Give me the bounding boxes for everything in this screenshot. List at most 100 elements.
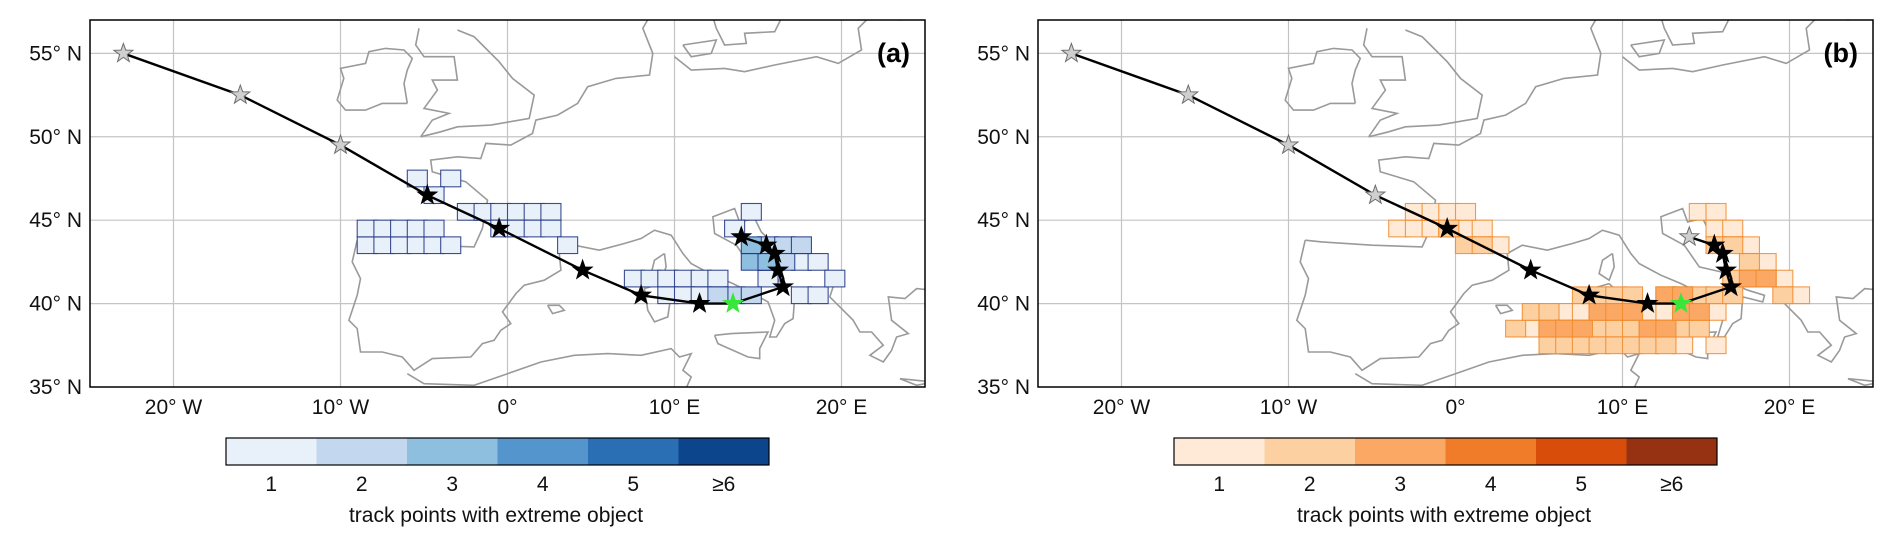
region-cell bbox=[540, 202, 562, 221]
track-point-star bbox=[1519, 258, 1542, 280]
coastline-segment bbox=[1660, 20, 1730, 46]
coastline-segment bbox=[712, 20, 782, 46]
lat-tick-label: 40° N bbox=[29, 293, 82, 316]
lat-tick-label: 50° N bbox=[29, 126, 82, 149]
colorbar-tick-label: 4 bbox=[537, 473, 549, 496]
region-cell bbox=[1772, 286, 1794, 305]
region-cell bbox=[824, 269, 846, 288]
coastline-segment bbox=[420, 29, 536, 138]
region-cell bbox=[1505, 319, 1527, 338]
coastline-segment bbox=[336, 47, 414, 111]
colorbar-b: 1 2 3 4 5 ≥6 bbox=[1173, 437, 1718, 496]
region-cell bbox=[1655, 336, 1677, 355]
colorbar-segment bbox=[1536, 438, 1627, 465]
region-cell bbox=[1538, 303, 1560, 321]
colorbar-segment bbox=[1626, 438, 1717, 465]
track-point-star bbox=[1177, 83, 1200, 105]
track-point-star bbox=[1720, 275, 1743, 297]
region-cell bbox=[1571, 319, 1593, 338]
colorbar-title-b: track points with extreme object bbox=[1297, 504, 1591, 527]
coastline-segment bbox=[1368, 29, 1484, 138]
track-point-star bbox=[229, 83, 252, 105]
coastline-segment bbox=[1847, 377, 1873, 387]
track-point-star bbox=[1060, 41, 1083, 63]
region-cell bbox=[1688, 319, 1710, 338]
coastline-segment bbox=[713, 331, 770, 360]
region-cell bbox=[440, 236, 462, 255]
lat-tick-label: 55° N bbox=[29, 42, 82, 65]
lon-tick-label: 10° W bbox=[312, 396, 370, 419]
track-point-star bbox=[488, 216, 511, 238]
track-point-star bbox=[1578, 283, 1601, 305]
region-cell bbox=[807, 286, 829, 305]
colorbar-tick-label: 5 bbox=[627, 473, 639, 496]
colorbar-tick-label: 3 bbox=[446, 473, 458, 496]
colorbar-segment bbox=[1174, 438, 1265, 465]
map-panel-a: (a) 55° N 50° N 45° N 40° N 35° N 20° W 10° W 0… bbox=[29, 19, 926, 527]
region-cell bbox=[1471, 219, 1493, 238]
lat-tick-label: 45° N bbox=[29, 209, 82, 232]
colorbar-tick-label: 2 bbox=[1304, 473, 1316, 496]
track-point-star bbox=[571, 258, 594, 280]
region-cell bbox=[1655, 319, 1677, 338]
cyclone-track-b bbox=[1060, 41, 1743, 313]
lon-tick-label: 10° E bbox=[1597, 396, 1649, 419]
lon-tick-label: 20° E bbox=[816, 396, 868, 419]
coastline-segment bbox=[406, 347, 693, 387]
colorbar-frame bbox=[1173, 437, 1718, 466]
coastline-segment bbox=[674, 20, 905, 73]
lon-tick-label: 10° W bbox=[1260, 396, 1318, 419]
coastline-segment bbox=[357, 20, 654, 248]
region-cell bbox=[1738, 252, 1760, 271]
colorbar-tick-label: ≥6 bbox=[712, 473, 735, 496]
lon-tick-label: 20° W bbox=[145, 396, 203, 419]
region-cell bbox=[707, 269, 729, 288]
lat-tick-label: 35° N bbox=[29, 376, 82, 399]
coastline-segment bbox=[1630, 39, 1666, 58]
coastline-segment bbox=[682, 39, 718, 58]
cyclone-track-a bbox=[112, 41, 795, 313]
region-cell bbox=[807, 252, 829, 271]
colorbar-segment bbox=[497, 438, 588, 465]
panel-label-a: (a) bbox=[877, 38, 910, 68]
coastline-segment bbox=[1354, 347, 1641, 387]
colorbar-segment bbox=[1445, 438, 1536, 465]
region-cell bbox=[1688, 303, 1710, 321]
coastline-segment bbox=[1494, 304, 1514, 315]
colorbar-tick-label: 1 bbox=[265, 473, 277, 496]
region-cell bbox=[1705, 336, 1727, 355]
lon-tick-label: 0° bbox=[497, 396, 517, 419]
track-point-star bbox=[1636, 292, 1659, 313]
lat-tick-label: 45° N bbox=[977, 209, 1030, 232]
track-point-star bbox=[772, 275, 795, 297]
map-panel-b: (b) 55° N 50° N 45° N 40° N 35° N 20° W 10° W 0… bbox=[977, 19, 1874, 527]
colorbar-segment bbox=[316, 438, 407, 465]
track-point-star bbox=[1703, 233, 1726, 255]
lat-tick-label: 50° N bbox=[977, 126, 1030, 149]
track-point-star bbox=[329, 133, 352, 155]
region-cell bbox=[440, 169, 462, 188]
coastline-segment bbox=[1284, 47, 1362, 111]
colorbar-tick-label: 4 bbox=[1485, 473, 1497, 496]
colorbar-tick-label: 3 bbox=[1394, 473, 1406, 496]
region-cell bbox=[406, 169, 428, 188]
track-point-star bbox=[688, 292, 711, 313]
lat-tick-label: 35° N bbox=[977, 376, 1030, 399]
axis-ticks-b: 55° N 50° N 45° N 40° N 35° N 20° W 10° W 0° 10°… bbox=[977, 42, 1815, 419]
coastline-segment bbox=[414, 28, 459, 138]
panel-label-b: (b) bbox=[1824, 38, 1858, 68]
colorbar-segment bbox=[1264, 438, 1355, 465]
region-cell bbox=[790, 236, 812, 255]
track-point-star bbox=[767, 258, 790, 280]
colorbar-segment bbox=[226, 438, 317, 465]
track-point-star bbox=[721, 292, 744, 313]
track-point-star bbox=[730, 225, 753, 247]
track-point-star bbox=[416, 183, 439, 205]
colorbar-tick-label: 2 bbox=[356, 473, 368, 496]
lon-tick-label: 10° E bbox=[649, 396, 701, 419]
region-cell bbox=[1621, 303, 1644, 321]
colorbar-segment bbox=[588, 438, 679, 465]
track-point-star bbox=[1436, 216, 1459, 238]
colorbar-segment bbox=[678, 438, 769, 465]
